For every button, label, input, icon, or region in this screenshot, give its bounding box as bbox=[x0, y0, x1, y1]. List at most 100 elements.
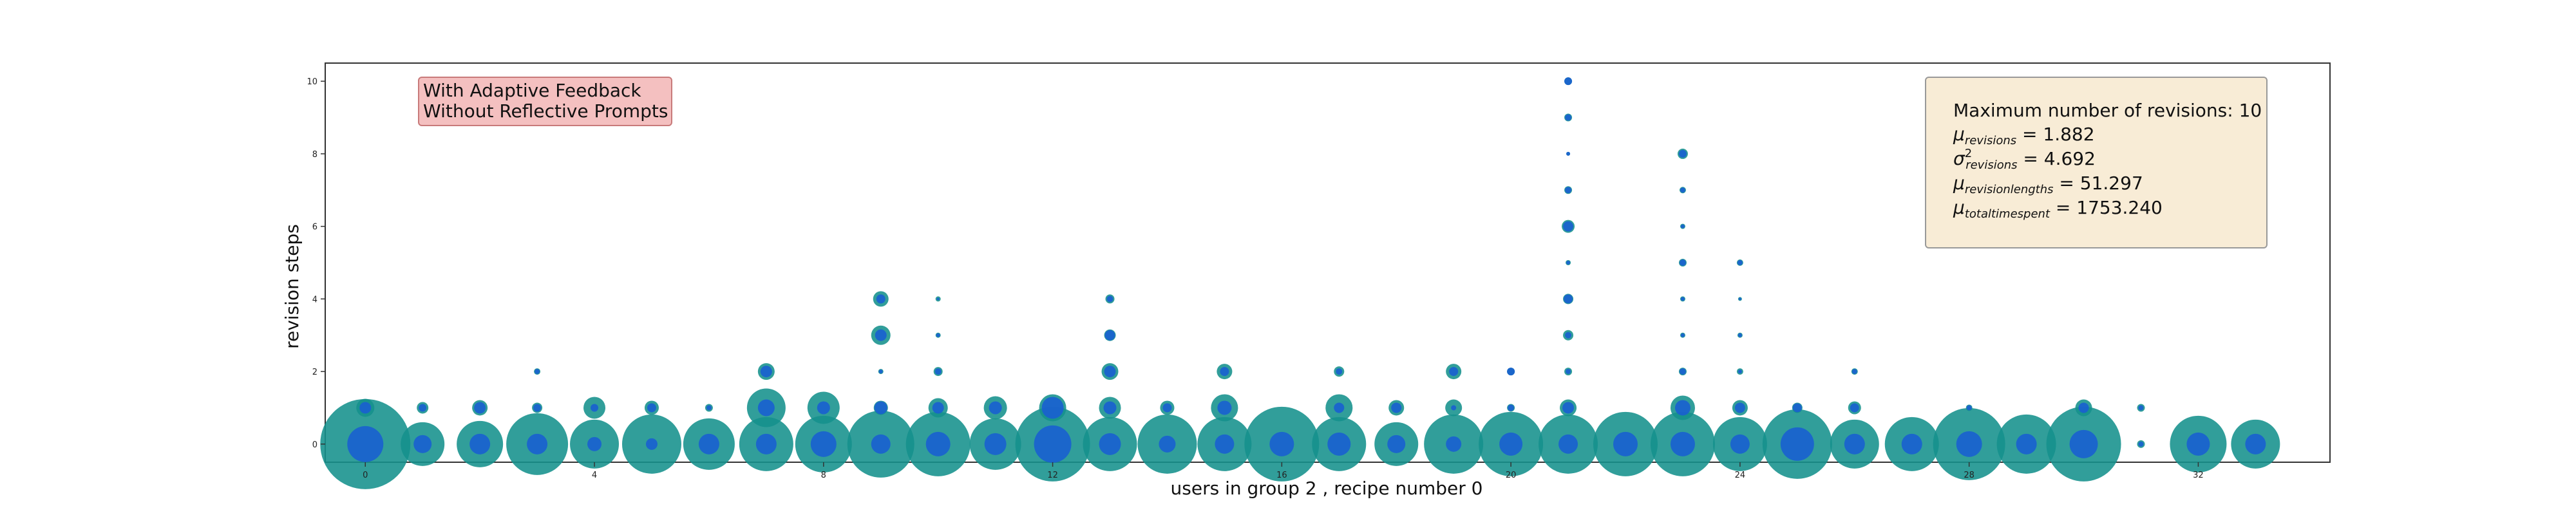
bubble-inner-32 bbox=[1034, 425, 1072, 463]
bubble-inner-2 bbox=[413, 435, 432, 453]
y-axis-label: revision steps bbox=[281, 224, 303, 349]
y-tick-label-0: 0 bbox=[312, 440, 317, 450]
bubble-inner-30 bbox=[984, 433, 1007, 455]
bubble-inner-31 bbox=[989, 401, 1002, 415]
x-tick-label-24: 24 bbox=[1735, 471, 1746, 480]
bubble-inner-83 bbox=[1780, 427, 1814, 461]
bubble-inner-66 bbox=[1564, 77, 1573, 86]
bubble-inner-60 bbox=[1564, 294, 1573, 304]
bubble-inner-94 bbox=[2138, 441, 2144, 447]
bubble-inner-49 bbox=[1391, 402, 1402, 413]
bubble-inner-79 bbox=[1738, 370, 1742, 374]
y-tick-label-8: 8 bbox=[312, 150, 317, 160]
bubble-inner-1 bbox=[359, 402, 372, 414]
x-tick-label-16: 16 bbox=[1276, 471, 1287, 480]
bubble-inner-88 bbox=[1901, 433, 1922, 454]
bubble-inner-22 bbox=[878, 370, 883, 374]
bubble-inner-86 bbox=[1850, 403, 1859, 413]
bubble-inner-70 bbox=[1679, 368, 1686, 375]
bubble-inner-64 bbox=[1566, 151, 1571, 156]
bubble-inner-68 bbox=[1670, 431, 1695, 456]
bubble-inner-9 bbox=[587, 436, 602, 451]
bubble-inner-81 bbox=[1738, 297, 1741, 301]
bubble-inner-10 bbox=[591, 404, 599, 412]
bubble-inner-4 bbox=[469, 433, 491, 454]
bubble-inner-27 bbox=[934, 368, 942, 375]
bubble-inner-3 bbox=[419, 404, 427, 412]
bubble-inner-71 bbox=[1680, 333, 1685, 337]
bubble-inner-47 bbox=[1336, 368, 1343, 375]
bubble-inner-59 bbox=[1565, 332, 1572, 339]
bubble-inner-21 bbox=[874, 401, 887, 415]
bubble-inner-57 bbox=[1562, 402, 1575, 414]
bubble-inner-82 bbox=[1737, 260, 1743, 265]
bubble-inner-29 bbox=[936, 297, 940, 301]
bubble-inner-14 bbox=[706, 405, 712, 411]
bubble-inner-84 bbox=[1792, 403, 1802, 413]
bubble-inner-46 bbox=[1334, 402, 1345, 413]
bubble-inner-91 bbox=[2016, 433, 2037, 454]
bubble-inner-36 bbox=[1104, 366, 1116, 378]
bubble-inner-52 bbox=[1449, 367, 1459, 377]
bubble-inner-28 bbox=[936, 333, 940, 337]
bubble-inner-20 bbox=[871, 434, 891, 454]
bubble-inner-7 bbox=[533, 404, 542, 412]
bubble-inner-34 bbox=[1099, 433, 1121, 455]
bubble-inner-97 bbox=[2245, 433, 2266, 454]
bubble-inner-53 bbox=[1499, 432, 1523, 456]
stats-mean-total-time: μtotaltimespent = 1753.240 bbox=[1953, 197, 2163, 221]
bubble-inner-62 bbox=[1563, 221, 1574, 232]
bubble-inner-18 bbox=[810, 431, 837, 457]
x-axis-label: users in group 2 , recipe number 0 bbox=[1171, 478, 1483, 499]
y-tick-label-4: 4 bbox=[312, 295, 317, 304]
y-axis-ticks: 0 2 4 6 8 10 bbox=[307, 77, 325, 450]
bubble-layer bbox=[320, 77, 2280, 489]
bubble-inner-25 bbox=[925, 431, 951, 456]
bubble-inner-58 bbox=[1566, 369, 1571, 375]
bubble-inner-75 bbox=[1680, 187, 1685, 193]
x-tick-label-0: 0 bbox=[363, 471, 368, 480]
x-tick-label-4: 4 bbox=[592, 471, 597, 480]
bubble-inner-42 bbox=[1217, 400, 1232, 415]
bubble-inner-15 bbox=[755, 433, 777, 454]
condition-note-box bbox=[418, 77, 672, 126]
stats-box: Maximum number of revisions: 10 μrevisio… bbox=[1925, 77, 2268, 248]
bubble-inner-92 bbox=[2069, 429, 2098, 458]
stats-variance-revisions: σ2 revisions = 4.692 bbox=[1953, 147, 2096, 172]
bubble-inner-96 bbox=[2186, 432, 2210, 456]
bubble-inner-93 bbox=[2078, 402, 2089, 413]
stats-mean-revisions: μrevisions = 1.882 bbox=[1953, 124, 2095, 147]
bubble-inner-74 bbox=[1680, 224, 1685, 229]
y-tick-label-10: 10 bbox=[307, 77, 317, 87]
bubble-inner-6 bbox=[527, 433, 548, 454]
condition-note-line-2: Without Reflective Prompts bbox=[423, 100, 668, 122]
stats-max-revisions: Maximum number of revisions: 10 bbox=[1953, 100, 2262, 121]
bubble-inner-45 bbox=[1327, 432, 1351, 456]
bubble-inner-76 bbox=[1678, 149, 1687, 158]
bubble-inner-73 bbox=[1679, 259, 1686, 266]
stats-mean-revision-lengths: μrevisionlengths = 51.297 bbox=[1953, 173, 2143, 196]
bubble-inner-23 bbox=[875, 329, 887, 341]
stats-box-background bbox=[1925, 77, 2268, 248]
bubble-inner-38 bbox=[1106, 295, 1113, 303]
bubble-inner-26 bbox=[932, 402, 944, 414]
bubble-inner-54 bbox=[1508, 404, 1515, 411]
bubble-inner-51 bbox=[1451, 405, 1457, 411]
bubble-inner-8 bbox=[535, 369, 540, 375]
x-tick-label-28: 28 bbox=[1964, 471, 1975, 480]
bubble-inner-40 bbox=[1162, 403, 1172, 413]
bubble-inner-50 bbox=[1446, 436, 1462, 452]
bubble-inner-65 bbox=[1565, 114, 1572, 121]
condition-note-line-1: With Adaptive Feedback bbox=[423, 80, 641, 101]
bubble-inner-90 bbox=[1966, 405, 1972, 411]
bubble-inner-5 bbox=[474, 402, 486, 414]
bubble-inner-13 bbox=[698, 433, 719, 454]
x-tick-label-32: 32 bbox=[2193, 471, 2204, 480]
condition-note: With Adaptive Feedback Without Reflectiv… bbox=[418, 77, 672, 126]
bubble-inner-56 bbox=[1558, 434, 1578, 454]
x-tick-label-8: 8 bbox=[821, 471, 826, 480]
bubble-inner-43 bbox=[1220, 367, 1229, 377]
bubble-inner-33 bbox=[1041, 397, 1064, 419]
bubble-inner-85 bbox=[1844, 433, 1865, 454]
